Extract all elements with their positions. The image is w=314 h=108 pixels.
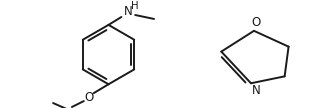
Text: N: N (252, 84, 260, 97)
Text: N: N (124, 5, 133, 17)
Text: H: H (132, 1, 139, 11)
Text: O: O (251, 16, 261, 29)
Text: O: O (84, 91, 93, 104)
